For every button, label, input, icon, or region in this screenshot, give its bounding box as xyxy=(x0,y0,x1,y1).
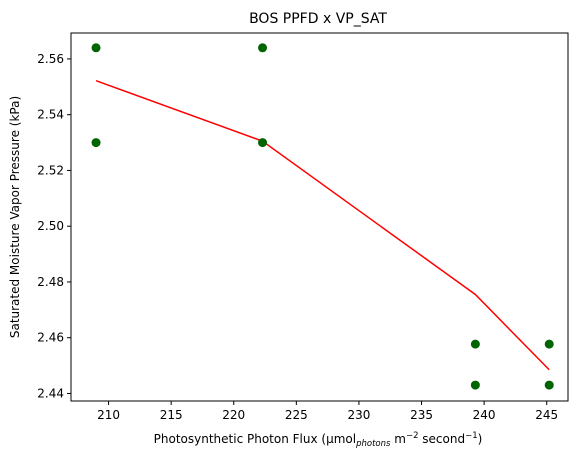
y-axis-label: Saturated Moisture Vapor Pressure (kPa) xyxy=(8,96,22,338)
scatter-point xyxy=(544,339,554,349)
y-tick-label: 2.48 xyxy=(37,275,64,289)
scatter-point xyxy=(470,339,480,349)
plot-content xyxy=(91,43,554,390)
scatter-point xyxy=(91,43,101,53)
x-axis: 210 215 220 225 230 235 240 245 xyxy=(97,401,558,422)
x-tick-label: 210 xyxy=(97,408,120,422)
y-tick-label: 2.44 xyxy=(37,386,64,400)
x-tick-label: 230 xyxy=(347,408,370,422)
scatter-point xyxy=(91,138,101,148)
chart-title: BOS PPFD x VP_SAT xyxy=(249,11,387,27)
x-tick-label: 215 xyxy=(160,408,183,422)
y-tick-label: 2.46 xyxy=(37,331,64,345)
y-tick-label: 2.50 xyxy=(37,219,64,233)
scatter-point xyxy=(470,380,480,390)
plot-frame xyxy=(70,32,569,402)
x-tick-label: 225 xyxy=(285,408,308,422)
trend-line xyxy=(95,79,550,371)
y-tick-label: 2.54 xyxy=(37,108,64,122)
scatter-point xyxy=(544,380,554,390)
y-axis: 2.44 2.46 2.48 2.50 2.52 2.54 2.56 xyxy=(37,52,71,400)
x-tick-label: 240 xyxy=(473,408,496,422)
y-tick-label: 2.56 xyxy=(37,52,64,66)
x-tick-label: 220 xyxy=(222,408,245,422)
scatter-point xyxy=(258,43,268,53)
scatter-point xyxy=(258,138,268,148)
x-tick-label: 235 xyxy=(410,408,433,422)
x-tick-label: 245 xyxy=(535,408,558,422)
x-axis-label: Photosynthetic Photon Flux (μmolphotons … xyxy=(154,431,483,449)
y-tick-label: 2.52 xyxy=(37,163,64,177)
